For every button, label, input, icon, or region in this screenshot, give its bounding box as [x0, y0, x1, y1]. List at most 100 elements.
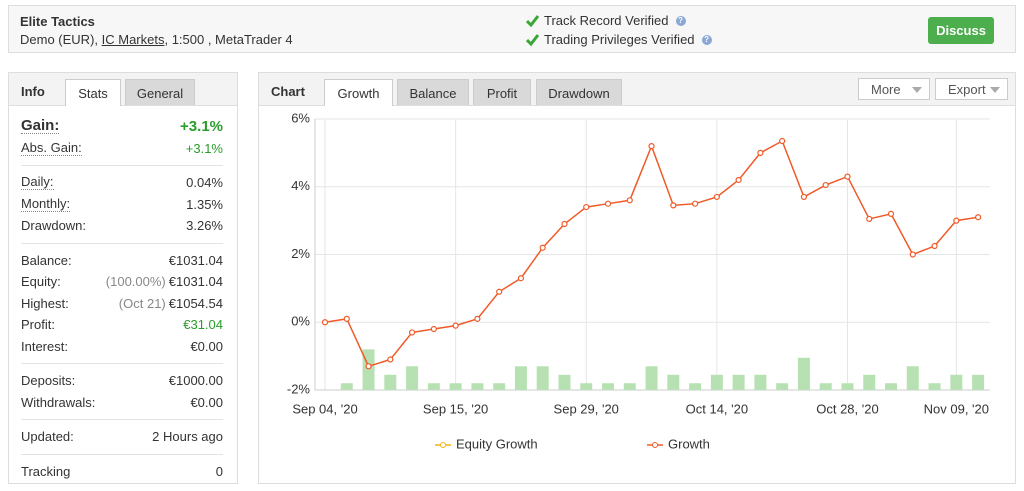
stat-note: (Oct 21)	[118, 295, 166, 311]
point	[430, 325, 437, 333]
stats-row: Withdrawals: €0.00	[21, 392, 223, 414]
stats-row: Equity: (100.00%) €1031.04	[21, 271, 223, 293]
stats-row: Abs. Gain: +3.1%	[21, 138, 223, 160]
check-icon	[526, 33, 539, 46]
stats-row: Balance: €1031.04	[21, 250, 223, 272]
stat-label: Highest:	[21, 295, 69, 311]
point	[713, 193, 720, 201]
point	[953, 217, 960, 224]
bar	[841, 383, 854, 390]
legend-label: Growth	[668, 436, 710, 451]
bar	[776, 383, 789, 390]
stats-row: Daily: 0.04%	[21, 172, 223, 194]
bar	[950, 374, 963, 390]
stat-value-wrap: (Oct 21) €1054.54	[119, 296, 223, 311]
stat-label: Abs. Gain:	[21, 139, 82, 156]
point	[604, 200, 612, 207]
verification-label: Track Record Verified	[544, 13, 669, 28]
bar	[732, 374, 745, 390]
point	[866, 215, 873, 223]
tab[interactable]: Drawdown	[536, 79, 622, 105]
tab[interactable]: General	[125, 79, 195, 105]
stats-group: Daily: 0.04% Monthly: 1.35% Drawdown: 3.26%	[21, 166, 223, 244]
export-button[interactable]: Export	[935, 78, 1008, 100]
chart: Sep 04, '20 Sep 15, '20 Sep 29, '20 Oct 14,…	[287, 110, 990, 451]
point	[931, 242, 938, 250]
stat-label: Daily:	[21, 174, 54, 191]
account-details: , 1:500 , MetaTrader 4	[164, 32, 293, 47]
point	[909, 251, 916, 258]
panel-title: Info	[21, 84, 45, 99]
point	[583, 203, 590, 211]
legend-marker	[652, 442, 658, 448]
stat-value: €1031.04	[168, 274, 223, 290]
bar	[710, 374, 723, 390]
point	[365, 363, 372, 370]
stat-label: Withdrawals:	[21, 394, 96, 410]
help-icon[interactable]: ?	[675, 15, 686, 26]
stat-value: €0.00	[190, 394, 223, 410]
stat-value-wrap: €0.00	[190, 395, 223, 410]
point	[779, 137, 786, 145]
point	[974, 214, 982, 221]
x-tick-label: Nov 09, '20	[924, 401, 989, 416]
point	[757, 149, 764, 156]
bar	[514, 366, 527, 390]
tab[interactable]: Growth	[324, 79, 393, 106]
bar	[819, 383, 832, 390]
stat-label: Monthly:	[21, 195, 71, 212]
stat-label: Equity:	[21, 274, 61, 290]
stats-row: Profit: €31.04	[21, 314, 223, 336]
point	[735, 176, 742, 184]
stat-label: Updated:	[21, 429, 74, 445]
stat-value-wrap: 3.26%	[186, 218, 223, 233]
check-icon	[526, 14, 539, 27]
stat-value: 2 Hours ago	[152, 429, 223, 445]
bar	[689, 383, 702, 390]
point	[517, 275, 525, 282]
bar	[667, 374, 680, 390]
stat-value-wrap: +3.1%	[186, 141, 223, 156]
account-type: Demo (EUR),	[20, 32, 102, 47]
point	[800, 193, 808, 201]
stat-value-wrap: €1031.04	[169, 253, 223, 268]
stat-value: +3.1%	[180, 118, 223, 136]
stats-row: Interest: €0.00	[21, 336, 223, 358]
stat-value-wrap: (100.00%) €1031.04	[106, 274, 223, 289]
broker-link[interactable]: IC Markets	[101, 32, 165, 47]
tab[interactable]: Stats	[65, 79, 121, 106]
stat-label: Gain:	[21, 117, 60, 135]
bar	[863, 374, 876, 390]
bar	[645, 366, 658, 390]
verification: Track Record Verified?	[526, 13, 686, 28]
tab[interactable]: Profit	[473, 79, 531, 105]
y-tick-label: 0%	[291, 314, 310, 329]
stat-value: 1.35%	[186, 196, 223, 212]
help-icon[interactable]: ?	[701, 34, 712, 45]
x-tick-label: Sep 15, '20	[423, 401, 488, 416]
stat-value-wrap: 0.04%	[186, 175, 223, 190]
x-tick-label: Sep 29, '20	[554, 401, 619, 416]
x-tick-label: Oct 14, '20	[686, 401, 748, 416]
stat-value: 3.26%	[186, 218, 223, 234]
stat-value-wrap: €1000.00	[169, 373, 223, 388]
y-tick-label: 4%	[291, 178, 310, 193]
verification-label: Trading Privileges Verified	[544, 32, 695, 47]
legend-marker	[440, 442, 446, 448]
discuss-button[interactable]: Discuss	[928, 17, 994, 44]
stat-label: Balance:	[21, 252, 72, 268]
stat-value: €0.00	[190, 338, 223, 354]
tab[interactable]: Balance	[397, 79, 469, 105]
point	[387, 356, 394, 363]
x-tick-label: Sep 04, '20	[292, 401, 357, 416]
point	[452, 322, 459, 329]
stat-label: Profit:	[21, 317, 55, 333]
point	[648, 142, 655, 150]
more-button[interactable]: More	[858, 78, 930, 100]
stat-label: Drawdown:	[21, 218, 87, 234]
stats-group: Updated: 2 Hours ago	[21, 420, 223, 455]
stat-value-wrap: +3.1%	[180, 118, 223, 135]
stats-group: Balance: €1031.04 Equity: (100.00%) €1031.04…	[21, 244, 223, 364]
panel-header: Chart Growth Balance Profit Drawdown Mor…	[259, 73, 1015, 106]
